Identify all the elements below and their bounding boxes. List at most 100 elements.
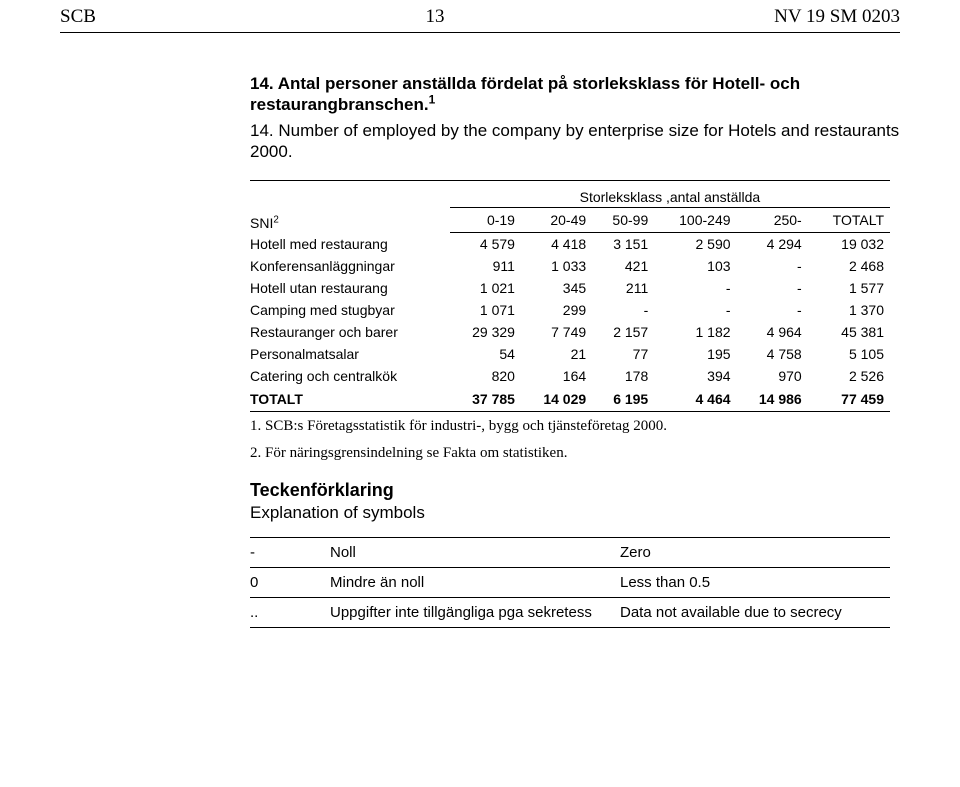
cell: 164: [521, 365, 592, 387]
table-row: Hotell utan restaurang 1 021 345 211 - -…: [250, 277, 890, 299]
cell: 421: [592, 255, 654, 277]
total-cell: 4 464: [654, 387, 736, 412]
total-cell: 14 029: [521, 387, 592, 412]
legend-row: .. Uppgifter inte tillgängliga pga sekre…: [250, 598, 890, 628]
cell: 7 749: [521, 321, 592, 343]
cell: 1 033: [521, 255, 592, 277]
cell: 3 151: [592, 233, 654, 256]
data-table: SNI2 Storleksklass ,antal anställda 0-19…: [250, 180, 890, 412]
header-left: SCB: [60, 6, 96, 28]
legend-row: 0 Mindre än noll Less than 0.5: [250, 568, 890, 598]
header-right: NV 19 SM 0203: [774, 6, 900, 28]
cell: 29 329: [450, 321, 521, 343]
cell: 1 182: [654, 321, 736, 343]
legend-sv: Mindre än noll: [330, 568, 620, 598]
cell: 1 577: [808, 277, 890, 299]
legend-symbol: -: [250, 538, 330, 568]
cell: -: [737, 299, 808, 321]
row-label: Personalmatsalar: [250, 343, 450, 365]
legend-sv: Noll: [330, 538, 620, 568]
cell: 178: [592, 365, 654, 387]
table-row: Catering och centralkök 820 164 178 394 …: [250, 365, 890, 387]
cell: 2 157: [592, 321, 654, 343]
legend-en: Less than 0.5: [620, 568, 890, 598]
legend-table: - Noll Zero 0 Mindre än noll Less than 0…: [250, 537, 890, 628]
cell: 4 418: [521, 233, 592, 256]
page: SCB 13 NV 19 SM 0203 14. Antal personer …: [0, 0, 960, 628]
cell: 394: [654, 365, 736, 387]
total-cell: 14 986: [737, 387, 808, 412]
cell: 4 294: [737, 233, 808, 256]
table-row: Hotell med restaurang 4 579 4 418 3 151 …: [250, 233, 890, 256]
cell: -: [654, 299, 736, 321]
cell: 911: [450, 255, 521, 277]
col-3: 100-249: [654, 208, 736, 233]
title-sup: 1: [429, 93, 436, 107]
total-row: TOTALT 37 785 14 029 6 195 4 464 14 986 …: [250, 387, 890, 412]
cell: 21: [521, 343, 592, 365]
cell: 2 468: [808, 255, 890, 277]
header-rule: [60, 32, 900, 33]
table-row: Konferensanläggningar 911 1 033 421 103 …: [250, 255, 890, 277]
col-5: TOTALT: [808, 208, 890, 233]
cell: 195: [654, 343, 736, 365]
cell: 4 758: [737, 343, 808, 365]
legend-subheading: Explanation of symbols: [250, 503, 900, 523]
row-label: Restauranger och barer: [250, 321, 450, 343]
col-2: 50-99: [592, 208, 654, 233]
cell: -: [737, 277, 808, 299]
table-title-sv: 14. Antal personer anställda fördelat på…: [250, 73, 900, 116]
legend-row: - Noll Zero: [250, 538, 890, 568]
cell: 299: [521, 299, 592, 321]
row-label: Catering och centralkök: [250, 365, 450, 387]
total-cell: 6 195: [592, 387, 654, 412]
total-label: TOTALT: [250, 387, 450, 412]
table-body: Hotell med restaurang 4 579 4 418 3 151 …: [250, 233, 890, 412]
cell: 1 370: [808, 299, 890, 321]
legend-sv: Uppgifter inte tillgängliga pga sekretes…: [330, 598, 620, 628]
legend-symbol: 0: [250, 568, 330, 598]
running-header: SCB 13 NV 19 SM 0203: [60, 0, 900, 32]
cell: -: [654, 277, 736, 299]
cell: 1 071: [450, 299, 521, 321]
table-row: Restauranger och barer 29 329 7 749 2 15…: [250, 321, 890, 343]
total-cell: 37 785: [450, 387, 521, 412]
cell: 5 105: [808, 343, 890, 365]
cell: 211: [592, 277, 654, 299]
table-row: Personalmatsalar 54 21 77 195 4 758 5 10…: [250, 343, 890, 365]
corner-cell: SNI2: [250, 181, 450, 233]
row-label: Hotell med restaurang: [250, 233, 450, 256]
footnote-2: 2. För näringsgrensindelning se Fakta om…: [250, 445, 900, 462]
footnotes: 1. SCB:s Företagsstatistik för industri-…: [250, 418, 900, 462]
legend-en: Data not available due to secrecy: [620, 598, 890, 628]
col-1: 20-49: [521, 208, 592, 233]
cell: 1 021: [450, 277, 521, 299]
row-label: Konferensanläggningar: [250, 255, 450, 277]
legend-symbol: ..: [250, 598, 330, 628]
cell: 103: [654, 255, 736, 277]
legend-heading: Teckenförklaring: [250, 480, 900, 501]
column-spanner: Storleksklass ,antal anställda: [450, 181, 890, 208]
content-block: 14. Antal personer anställda fördelat på…: [60, 73, 900, 628]
total-cell: 77 459: [808, 387, 890, 412]
cell: 970: [737, 365, 808, 387]
legend-en: Zero: [620, 538, 890, 568]
cell: 4 964: [737, 321, 808, 343]
cell: 2 526: [808, 365, 890, 387]
cell: 77: [592, 343, 654, 365]
table-row: Camping med stugbyar 1 071 299 - - - 1 3…: [250, 299, 890, 321]
cell: 2 590: [654, 233, 736, 256]
row-label: Camping med stugbyar: [250, 299, 450, 321]
cell: 54: [450, 343, 521, 365]
cell: 820: [450, 365, 521, 387]
cell: -: [592, 299, 654, 321]
cell: 4 579: [450, 233, 521, 256]
col-4: 250-: [737, 208, 808, 233]
footnote-1: 1. SCB:s Företagsstatistik för industri-…: [250, 418, 900, 435]
title-line1: 14. Antal personer anställda fördelat på…: [250, 74, 800, 114]
cell: -: [737, 255, 808, 277]
row-label: Hotell utan restaurang: [250, 277, 450, 299]
table-title-en: 14. Number of employed by the company by…: [250, 120, 900, 163]
header-page-number: 13: [426, 6, 445, 28]
corner-sup: 2: [273, 214, 278, 225]
